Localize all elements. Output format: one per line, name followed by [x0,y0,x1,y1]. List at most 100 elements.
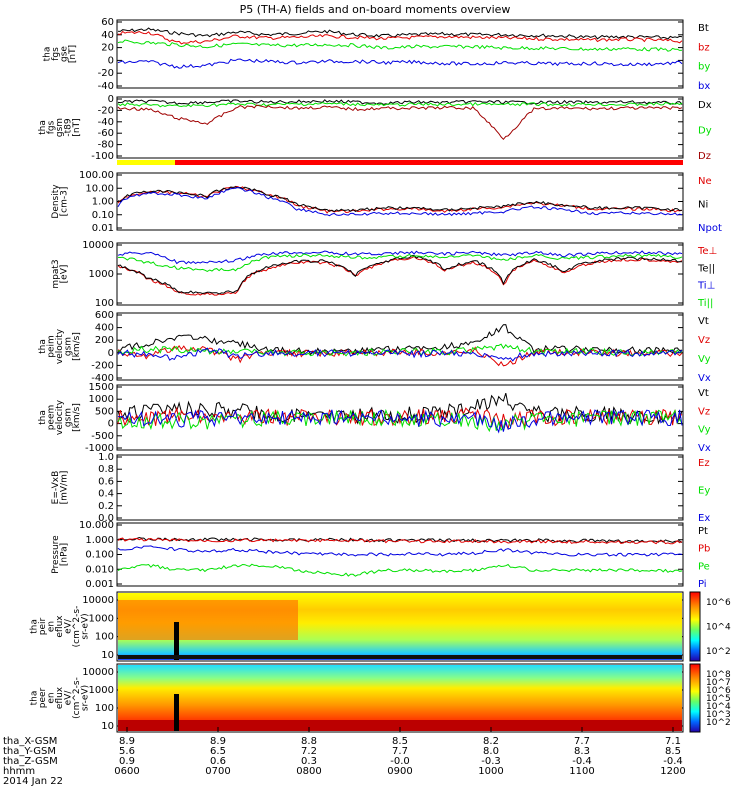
series-line [117,27,683,40]
colorbar-tick: 10^5 [706,694,731,704]
legend-entry: Ez [698,458,710,469]
ytick-label: 0.0 [98,513,114,524]
xaxis-tick-value: 8.5 [392,736,408,747]
ytick-label: 0.010 [85,564,114,575]
ytick-label: 0 [108,419,114,430]
xaxis-tick-value: 8.9 [119,736,135,747]
ytick-label: -100 [91,151,114,162]
panel-frame [116,96,684,159]
ytick-label: 10000 [82,595,114,606]
ytick-label: 1.00 [92,197,114,208]
series-line [117,250,683,265]
panel-density: Density[cm-3] 100.00 10.00 1.00 0.10 0.01 Ne Ni… [51,170,722,234]
xaxis-tick-value: 0600 [114,766,139,777]
panel-frame [116,172,684,231]
ytick-label: 0.10 [92,210,114,221]
xaxis-row-label: tha_Y-GSM [3,746,56,757]
ytick-label: 0.6 [98,476,114,487]
series-line [117,254,683,295]
xaxis-tick-value: -0.4 [663,756,683,767]
legend-entry: Dz [698,151,711,162]
xaxis-row-label: hhmm [3,766,35,777]
ytick-label: 40 [101,30,114,41]
ylabel-line: mpat3 [51,259,61,288]
ytick-label: 500 [95,406,114,417]
ylabel-line: peer [38,687,48,708]
series-line [117,345,683,367]
figure-title: P5 (TH-A) fields and on-board moments ov… [240,3,511,16]
ytick-label: 1000 [89,685,114,696]
ytick-label: 600 [95,310,114,321]
xaxis-tick-value: 0.3 [301,756,317,767]
series-line [117,30,683,45]
legend-entry: Npot [698,223,722,234]
ytick-label: 1000 [89,394,114,405]
xaxis-tick-value: 8.3 [574,746,590,757]
ytick-label: 1500 [89,382,114,393]
series-line [117,253,683,272]
series-line [117,347,683,362]
xaxis-tick-value: 8.5 [665,746,681,757]
legend-entry: Dy [698,126,712,137]
spectrogram-hot-region [118,600,298,640]
ylabel-line: eV/ [64,690,74,706]
xaxis-tick-value: 8.2 [483,736,499,747]
ytick-label: 0 [108,94,114,105]
legend-entry: bz [698,42,710,53]
legend-entry: Vt [698,388,709,399]
ylabel-line: (cm^2-s- [72,606,82,648]
colorbar-tick: 10^6 [706,598,731,608]
ytick-label: 200 [95,335,114,346]
ytick-label: 100.00 [79,170,114,181]
legend-entry: Pt [698,526,708,537]
ylabel-line: tha [30,691,40,706]
xaxis-tick-value: 0900 [387,766,412,777]
panel-efield: E=-VxB[mV/m] 1.00.80.6 0.40.20.0 Ez Ey Ex [51,452,711,524]
xaxis-tick-value: 0.9 [119,756,135,767]
ylabel-line: Pressure [51,535,61,574]
ephemeris-bar-yellow [117,160,175,165]
ytick-label: 100 [95,703,114,714]
ylabel-line: [nPa] [59,543,69,566]
legend-entry: Ni [698,200,708,211]
ylabel-line: [nT] [68,45,78,63]
legend-entry: Vx [698,443,711,454]
ylabel-line: [eV] [59,265,69,284]
series-line [117,545,683,557]
ytick-label: 0.4 [98,489,114,500]
ytick-label: -20 [98,68,114,79]
ytick-label: 10000 [82,240,114,251]
ytick-label: -40 [98,81,114,92]
ytick-label: 10000 [82,667,114,678]
colorbar-tick: 10^2 [706,718,731,728]
legend-entry: Te|| [697,263,715,274]
ylabel-line: [cm-3] [59,187,69,217]
series-line [117,99,683,106]
xaxis-tick-value: 6.5 [210,746,226,757]
ylabel-line: fgs [51,47,61,61]
ytick-label: -500 [91,431,114,442]
ylabel-line: peim [47,335,57,358]
ylabel-line: [km/s] [72,332,82,361]
ytick-label: 100 [95,298,114,309]
colorbar [689,591,701,662]
colorbar-tick: 10^4 [706,623,731,633]
colorbar-tick: 10^8 [706,670,731,680]
xaxis-row-label: tha_Z-GSM [3,756,58,767]
legend-entry: Pe [698,561,710,572]
xaxis-tick-value: 0700 [205,766,230,777]
ylabel-line: velocity [55,328,65,364]
panel-frame [116,591,684,662]
ytick-label: 20 [101,43,114,54]
ylabel-line: peir [38,617,48,635]
legend-entry: by [698,62,710,73]
xaxis-tick-value: -0.0 [390,756,410,767]
series-line [117,58,683,69]
xaxis-tick-value: 8.9 [210,736,226,747]
ytick-label: -400 [91,373,114,384]
xaxis-tick-value: 8.0 [483,746,499,757]
